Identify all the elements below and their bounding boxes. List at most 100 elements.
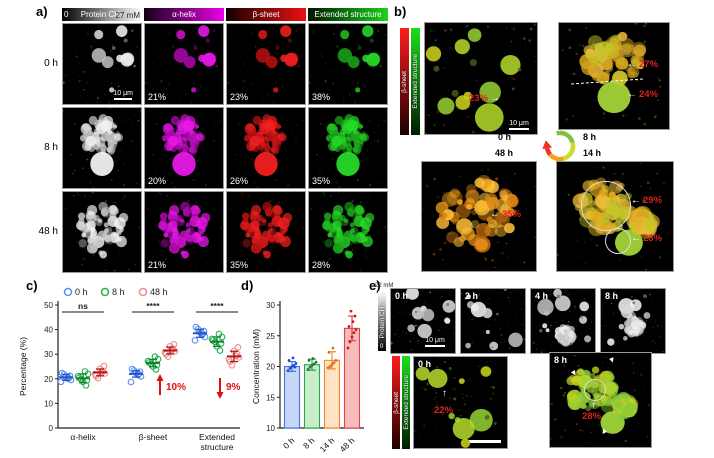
- percent-label: 21%: [148, 92, 167, 102]
- svg-text:Percentage (%): Percentage (%): [18, 337, 28, 396]
- colorbar-label: β-sheet: [392, 391, 400, 414]
- colorbar-min-label: 0: [380, 344, 384, 350]
- svg-text:20: 20: [44, 375, 53, 384]
- micrograph-e-2h: 2 h: [460, 288, 526, 354]
- percent-annotation: 24%: [639, 89, 659, 100]
- colorbar-beta-sheet: β-sheet: [226, 8, 306, 21]
- micrograph-e-0h: 0 h 10 μm: [390, 288, 456, 354]
- colorbar-min-label: 0: [64, 10, 69, 19]
- row-time-label: 0 h: [44, 58, 58, 69]
- row-time-label: 8 h: [44, 142, 58, 153]
- colorbar-max-label: 27 mM: [115, 11, 140, 20]
- micrograph-b-8h: ← 27% ← 24%: [558, 22, 670, 130]
- micrograph-e-4h: 4 h: [530, 288, 596, 354]
- svg-text:0 h: 0 h: [281, 435, 297, 451]
- svg-text:20: 20: [266, 363, 275, 372]
- percent-label: 38%: [312, 92, 331, 102]
- panel-e-label: e): [369, 278, 381, 293]
- scale-bar: [469, 440, 501, 443]
- time-label: 8 h: [605, 291, 619, 301]
- colorbar-label: Extended structure: [402, 375, 410, 430]
- percent-label: 20%: [148, 176, 167, 186]
- percent-label: 35%: [230, 260, 249, 270]
- svg-text:50: 50: [44, 301, 53, 310]
- svg-text:25: 25: [266, 332, 275, 341]
- micrograph-b-48h: ← 35%: [421, 161, 537, 272]
- colorbar-alpha-helix: α-helix: [144, 8, 224, 21]
- svg-text:α-helix: α-helix: [70, 432, 96, 442]
- time-label: 0 h: [395, 291, 409, 301]
- svg-text:30: 30: [44, 350, 53, 359]
- arrow-up-icon: ↑: [442, 388, 447, 399]
- time-label: 8 h: [583, 132, 597, 142]
- svg-text:48 h: 48 h: [150, 287, 168, 297]
- arrow-left-icon: ←: [631, 232, 641, 244]
- svg-text:structure: structure: [200, 442, 233, 452]
- colorbar-extended-vertical: Extended structure: [411, 28, 420, 135]
- micrograph-a-8h-alpha-helix: 20%: [144, 107, 224, 189]
- micrograph-a-48h-alpha-helix: 21%: [144, 191, 224, 273]
- highlight-circle: [581, 181, 631, 231]
- micrograph-a-48h-protein: [62, 191, 142, 273]
- time-label: 4 h: [535, 291, 549, 301]
- colorbar-beta-sheet-vertical: β-sheet: [400, 28, 409, 135]
- micrograph-a-0h-beta-sheet: 23%: [226, 23, 306, 105]
- time-label: 14 h: [583, 148, 602, 158]
- time-label: 48 h: [495, 148, 514, 158]
- row-time-label: 48 h: [38, 226, 58, 237]
- colorbar-extended-vertical: Extended structure: [402, 356, 410, 449]
- svg-text:9%: 9%: [226, 382, 241, 393]
- arrow-left-icon: ←: [490, 208, 500, 220]
- scale-bar: 10 μm: [113, 90, 133, 100]
- svg-text:****: ****: [210, 301, 224, 311]
- scatter-chart-panel-c: 0 h 8 h 48 h 0 10 20 30 40 50 Percentage (%) α-hel…: [18, 287, 243, 452]
- svg-text:Extended: Extended: [199, 432, 235, 442]
- percent-annotation: 23%: [643, 233, 663, 244]
- svg-text:15: 15: [266, 393, 275, 402]
- panel-a-label: a): [36, 4, 48, 19]
- svg-text:ns: ns: [78, 301, 88, 311]
- svg-text:40: 40: [44, 326, 53, 335]
- scale-bar-label: 10 μm: [509, 120, 529, 127]
- micrograph-e-bottom-8h: 8 h ↑ 28% ▲ ▲ ▲: [549, 352, 652, 448]
- micrograph-a-0h-extended: 38%: [308, 23, 388, 105]
- svg-text:10: 10: [266, 424, 275, 433]
- micrograph-a-8h-extended: 35%: [308, 107, 388, 189]
- arrow-left-icon: ←: [627, 88, 637, 100]
- colorbar-label: Extended structure: [412, 54, 419, 109]
- colorbar-label: Protein CH₃: [378, 303, 386, 339]
- micrograph-b-0h: 23% → 10 μm: [424, 22, 538, 135]
- scale-bar-label: 10 μm: [113, 90, 133, 97]
- svg-text:14 h: 14 h: [318, 435, 337, 454]
- channel-label: β-sheet: [252, 10, 280, 19]
- svg-text:Concentration (mM): Concentration (mM): [251, 329, 261, 404]
- highlight-circle: [584, 379, 606, 401]
- svg-text:0 h: 0 h: [75, 287, 88, 297]
- micrograph-a-0h-alpha-helix: 21%: [144, 23, 224, 105]
- svg-text:48 h: 48 h: [338, 435, 357, 454]
- micrograph-a-8h-beta-sheet: 26%: [226, 107, 306, 189]
- concentration-label: 22 mM: [375, 283, 394, 289]
- percent-annotation: 29%: [643, 195, 663, 206]
- time-label: 8 h: [554, 355, 568, 365]
- micrograph-a-48h-beta-sheet: 35%: [226, 191, 306, 273]
- colorbar-protein-vertical: Protein CH₃ 0: [378, 291, 386, 351]
- colorbar-protein-ch3: 0 Protein CH₃ 27 mM: [62, 8, 142, 21]
- micrograph-e-bottom-0h: 0 h ↑ 22%: [413, 356, 508, 449]
- percent-annotation: 22%: [434, 405, 454, 416]
- svg-text:****: ****: [146, 301, 160, 311]
- micrograph-a-48h-extended: 28%: [308, 191, 388, 273]
- colorbar-beta-sheet-vertical: β-sheet: [392, 356, 400, 449]
- percent-annotation: 27%: [639, 59, 659, 70]
- arrow-up-icon: ↑: [591, 400, 596, 411]
- channel-label: α-helix: [172, 10, 196, 19]
- percent-annotation: 23%: [469, 93, 489, 104]
- svg-text:β-sheet: β-sheet: [139, 432, 168, 442]
- channel-label: Extended structure: [314, 10, 382, 19]
- svg-text:10%: 10%: [166, 382, 186, 393]
- colorbar-extended: Extended structure: [308, 8, 388, 21]
- colorbar-title: Protein CH₃: [80, 10, 124, 19]
- panel-b-label: b): [394, 4, 407, 19]
